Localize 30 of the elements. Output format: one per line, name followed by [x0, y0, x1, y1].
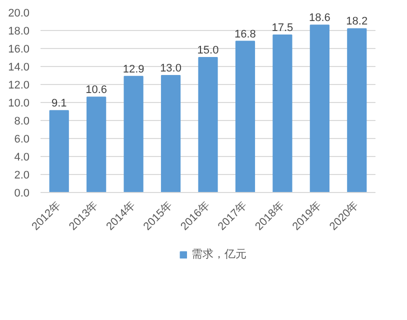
data-label: 18.6 — [308, 12, 330, 24]
y-tick-label: 14.0 — [8, 62, 30, 74]
y-tick-label: 2.0 — [14, 170, 30, 182]
bar — [310, 24, 330, 192]
y-tick-label: 8.0 — [14, 116, 30, 128]
data-label: 10.6 — [86, 84, 108, 96]
y-tick-label: 12.0 — [8, 80, 30, 92]
y-tick-label: 6.0 — [14, 134, 30, 146]
y-tick-label: 16.0 — [8, 44, 30, 56]
data-label: 17.5 — [272, 22, 294, 34]
bar — [124, 76, 144, 192]
bar — [160, 75, 181, 192]
data-label: 18.2 — [346, 16, 368, 28]
data-label: 16.8 — [234, 28, 256, 40]
bar — [198, 57, 218, 192]
legend-label: 需求，亿元 — [192, 248, 246, 262]
bar — [347, 28, 367, 192]
data-label: 12.9 — [122, 63, 144, 76]
bar — [49, 110, 69, 192]
y-tick-label: 0.0 — [14, 188, 30, 200]
bar — [86, 96, 106, 192]
y-tick-label: 10.0 — [8, 98, 30, 110]
bar — [235, 40, 256, 192]
y-tick-label: 4.0 — [14, 152, 30, 164]
y-tick-label: 20.0 — [8, 8, 30, 20]
data-label: 13.0 — [160, 62, 182, 74]
y-tick-label: 18.0 — [8, 26, 30, 38]
data-label: 9.1 — [51, 98, 67, 110]
bar — [272, 34, 292, 192]
data-label: 15.0 — [197, 44, 219, 56]
